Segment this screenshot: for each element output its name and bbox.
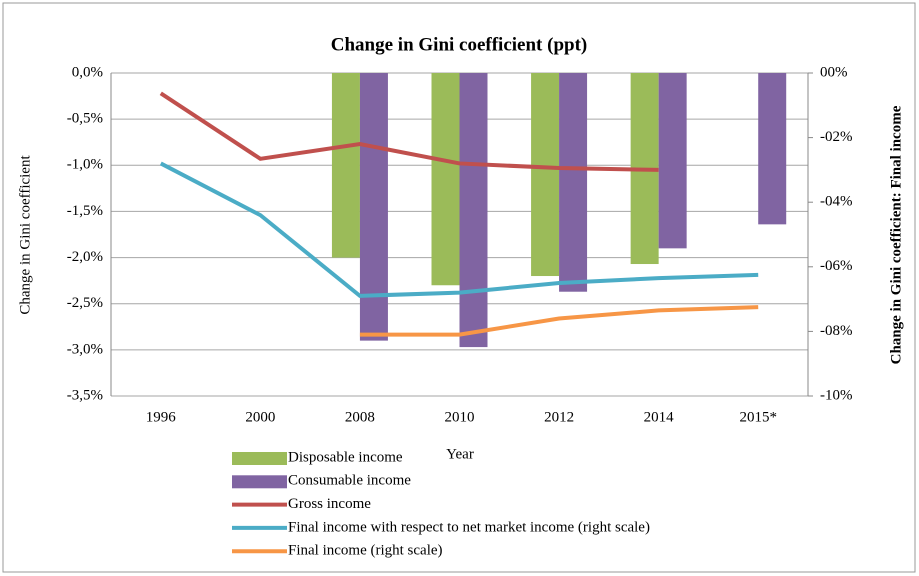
y2-tick-label: 00% <box>820 64 848 80</box>
x-tick-label: 1996 <box>146 409 177 425</box>
legend-label: Final income with respect to net market … <box>288 519 650 535</box>
bar <box>459 73 488 348</box>
line <box>359 305 759 337</box>
y2-tick-label: -10% <box>820 387 853 403</box>
x-tick-label: 2010 <box>445 409 475 425</box>
y2-axis-label: Change in Gini coefficient: Final income <box>888 105 904 364</box>
line <box>159 91 659 172</box>
bar <box>431 73 460 286</box>
x-tick-label: 2014 <box>644 409 675 425</box>
y-tick-label: -2,0% <box>67 249 103 265</box>
legend-swatch <box>232 475 287 489</box>
y2-tick-label: -02% <box>820 129 853 145</box>
y-tick-label: -0,5% <box>67 111 103 127</box>
x-tick-label: 2015* <box>739 409 777 425</box>
y-tick-label: -3,5% <box>67 387 103 403</box>
y2-tick-label: -08% <box>820 323 853 339</box>
bar <box>559 73 588 292</box>
legend-label: Gross income <box>288 496 371 512</box>
y-axis-label: Change in Gini coefficient <box>17 155 33 315</box>
bar <box>758 73 787 225</box>
y-tick-label: -3,0% <box>67 341 103 357</box>
bar <box>359 73 388 341</box>
y2-tick-label: -06% <box>820 258 853 274</box>
x-tick-label: 2000 <box>245 409 275 425</box>
chart-title: Change in Gini coefficient (ppt) <box>331 34 588 55</box>
legend-swatch <box>232 452 287 465</box>
legend-label: Final income (right scale) <box>288 543 443 559</box>
x-tick-label: 2008 <box>345 409 375 425</box>
line <box>159 161 759 298</box>
bar <box>331 73 360 258</box>
x-tick-label: 2012 <box>544 409 574 425</box>
bar <box>531 73 560 277</box>
legend-label: Consumable income <box>288 473 411 489</box>
x-axis-label: Year <box>446 446 474 462</box>
y-tick-label: -2,5% <box>67 295 103 311</box>
bar <box>658 73 687 249</box>
y-tick-label: -1,5% <box>67 203 103 219</box>
y-tick-label: -1,0% <box>67 157 103 173</box>
y2-tick-label: -04% <box>820 194 853 210</box>
y-tick-label: 0,0% <box>72 64 103 80</box>
legend-label: Disposable income <box>288 449 403 465</box>
